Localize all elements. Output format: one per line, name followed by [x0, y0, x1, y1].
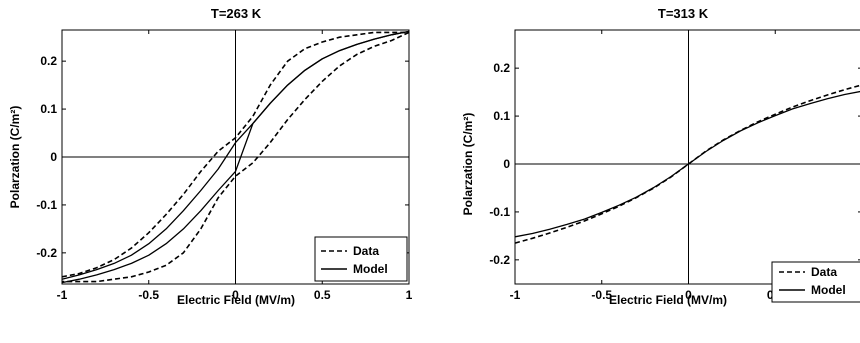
series-line-model — [61, 30, 410, 284]
series-group — [514, 84, 860, 244]
y-tick-label: -0.2 — [36, 246, 57, 260]
y-axis-label: Polarzation (C/m²) — [461, 113, 475, 216]
series-line-model — [514, 90, 860, 238]
legend-label-data: Data — [811, 265, 837, 279]
chart-right: T=313 K -1-0.500.5-0.2-0.100.10.2 Electr… — [461, 6, 860, 307]
legend-label-model: Model — [353, 262, 388, 276]
y-tick-label: 0.2 — [40, 54, 57, 68]
plot-frame — [514, 29, 860, 285]
chart-title: T=313 K — [658, 6, 709, 21]
y-tick-label: 0 — [50, 150, 57, 164]
x-tick-label: -1 — [57, 288, 68, 302]
y-tick-label: 0.1 — [40, 102, 57, 116]
x-tick-label: 1 — [406, 288, 413, 302]
y-tick-label: -0.1 — [489, 205, 510, 219]
legend-label-model: Model — [811, 283, 846, 297]
y-tick-label: 0.1 — [493, 109, 510, 123]
axis-ticks: -1 -0.5 0 0.5 1 -0.2 -0.1 0 0.1 0.2 — [36, 30, 413, 302]
y-axis-label: Polarzation (C/m²) — [8, 106, 22, 209]
series-line-data — [61, 31, 409, 278]
chart-left: T=263 K -1 -0.5 0 0.5 1 -0.2 -0.1 0 0.1 0.2 Elect… — [8, 6, 413, 307]
x-tick-label: -0.5 — [138, 288, 159, 302]
x-tick-label: -0.5 — [591, 288, 612, 302]
x-tick-label: 0 — [685, 288, 692, 302]
legend: Data Model — [314, 236, 408, 282]
x-tick-label: -1 — [510, 288, 521, 302]
legend: Data Model — [771, 261, 860, 303]
legend-box — [771, 261, 860, 303]
series-line-data — [514, 84, 860, 244]
legend-label-data: Data — [353, 244, 379, 258]
y-tick-label: -0.2 — [489, 253, 510, 267]
chart-title: T=263 K — [211, 6, 262, 21]
series-line-data — [62, 31, 410, 283]
y-tick-label: -0.1 — [36, 198, 57, 212]
legend-box — [314, 236, 408, 282]
x-axis-label: Electric Field (MV/m) — [177, 293, 295, 307]
y-tick-label: 0.2 — [493, 61, 510, 75]
x-tick-label: 0 — [232, 288, 239, 302]
y-tick-label: 0 — [503, 157, 510, 171]
series-group — [61, 30, 410, 284]
x-axis-label: Electric Field (MV/m) — [609, 293, 727, 307]
x-tick-label: 0.5 — [314, 288, 331, 302]
